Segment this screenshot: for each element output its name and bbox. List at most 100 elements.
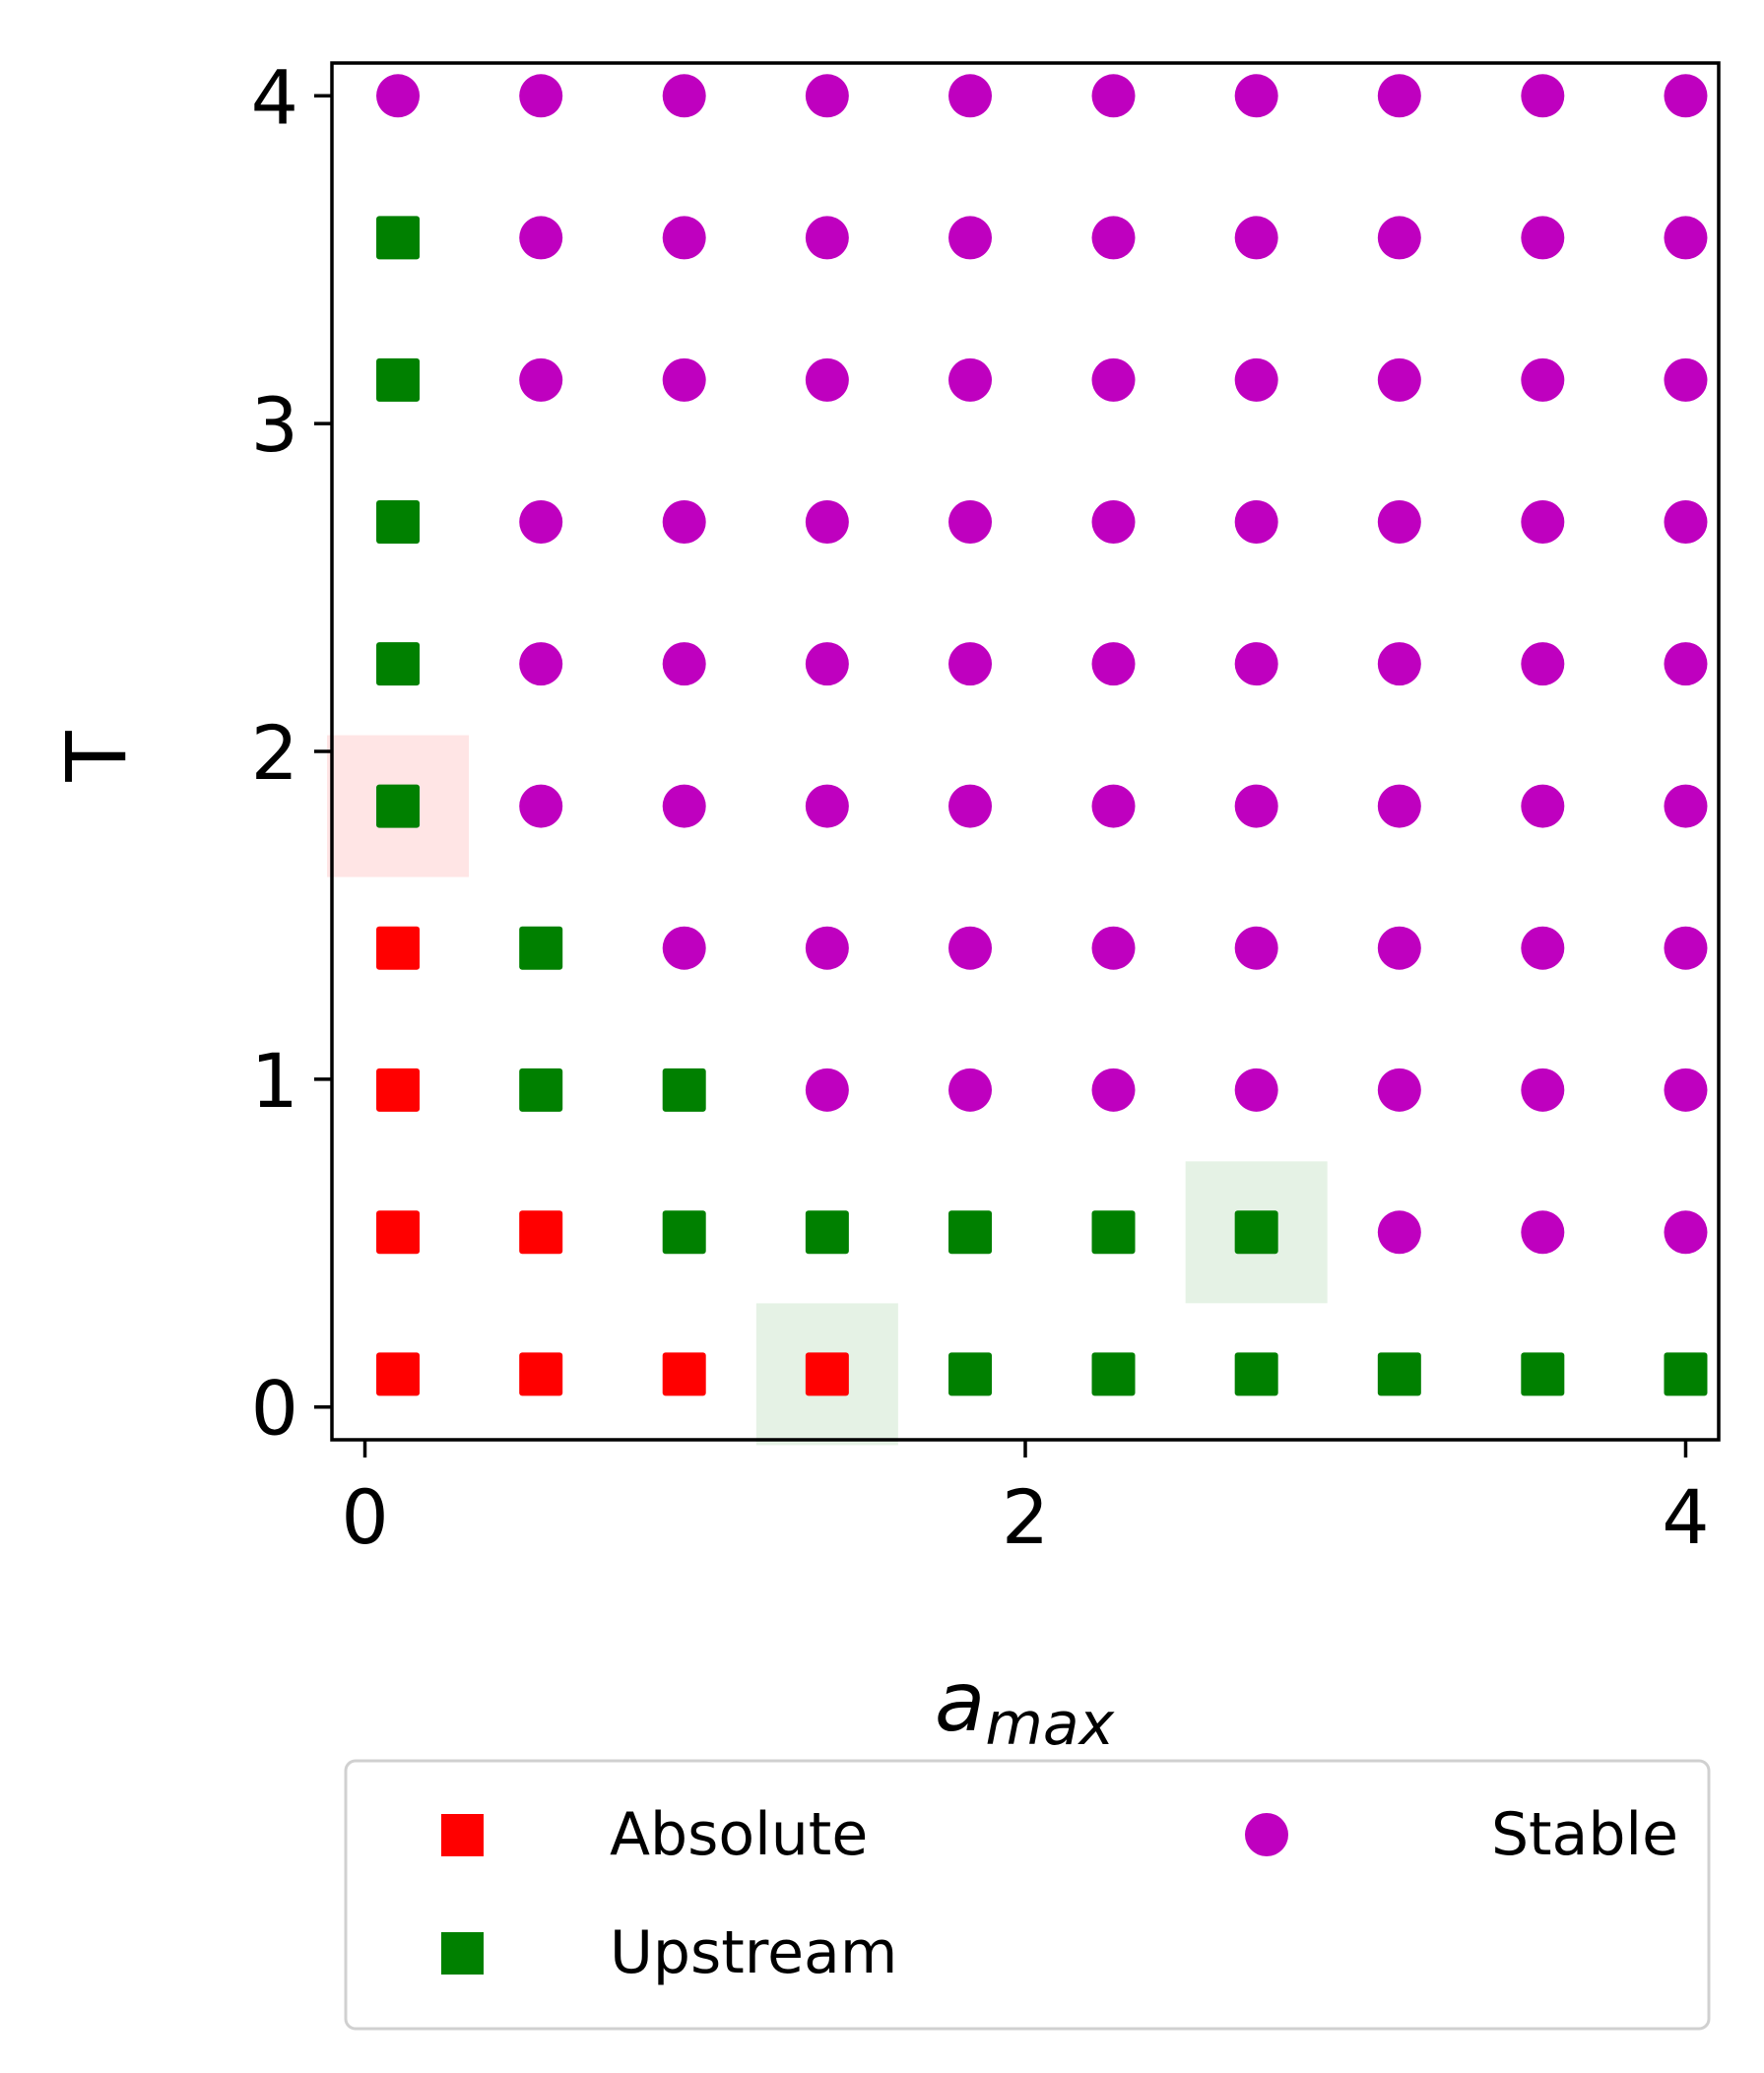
data-point-stable (1234, 926, 1278, 970)
data-point-stable (519, 500, 563, 544)
data-point-stable (1091, 74, 1136, 118)
data-point-stable (1377, 784, 1421, 828)
data-point-absolute (376, 1352, 421, 1396)
x-axis: 0 2 4 (341, 1440, 1710, 1561)
data-point-upstream (1521, 1352, 1565, 1396)
data-point-stable (1664, 1210, 1708, 1255)
x-tick-label: 2 (1002, 1473, 1049, 1561)
data-point-stable (1377, 1210, 1421, 1255)
data-point-stable (1521, 642, 1565, 686)
data-point-upstream (805, 1210, 849, 1255)
data-point-stable (1521, 926, 1565, 970)
data-point-upstream (376, 357, 421, 402)
data-point-stable (1234, 357, 1278, 402)
data-point-stable (1521, 784, 1565, 828)
legend-marker-stable (1245, 1813, 1288, 1856)
data-point-absolute (805, 1352, 849, 1396)
x-tick-label: 0 (341, 1473, 388, 1561)
data-point-stable (948, 642, 993, 686)
y-axis-label: T (48, 731, 145, 783)
legend-label-absolute: Absolute (610, 1800, 868, 1869)
data-point-upstream (948, 1210, 993, 1255)
data-point-stable (1377, 500, 1421, 544)
y-tick-label: 2 (251, 709, 298, 797)
data-point-upstream (1377, 1352, 1421, 1396)
data-point-stable (1664, 784, 1708, 828)
data-point-stable (1234, 216, 1278, 260)
data-point-stable (805, 500, 849, 544)
data-point-stable (1377, 216, 1421, 260)
x-axis-label-subscript: max (985, 1690, 1114, 1759)
data-point-stable (805, 926, 849, 970)
y-tick-label: 1 (251, 1037, 298, 1125)
data-point-stable (1377, 1068, 1421, 1112)
data-point-stable (1091, 926, 1136, 970)
data-point-stable (805, 357, 849, 402)
data-point-stable (662, 357, 706, 402)
y-axis: 0 1 2 3 4 (251, 53, 332, 1453)
data-point-stable (662, 216, 706, 260)
data-point-stable (662, 500, 706, 544)
data-point-stable (1234, 1068, 1278, 1112)
y-tick-label: 4 (251, 53, 298, 141)
data-point-stable (948, 500, 993, 544)
data-point-stable (519, 357, 563, 402)
data-point-stable (805, 216, 849, 260)
data-point-stable (662, 642, 706, 686)
data-point-stable (1377, 926, 1421, 970)
data-point-stable (1521, 1210, 1565, 1255)
y-tick-label: 0 (251, 1365, 298, 1453)
data-point-upstream (948, 1352, 993, 1396)
data-point-stable (1664, 216, 1708, 260)
data-point-stable (376, 74, 421, 118)
data-point-stable (1091, 1068, 1136, 1112)
data-point-stable (948, 784, 993, 828)
data-point-stable (519, 642, 563, 686)
data-point-upstream (1234, 1352, 1278, 1396)
data-point-stable (948, 926, 993, 970)
data-point-absolute (376, 1210, 421, 1255)
data-point-stable (948, 357, 993, 402)
data-point-upstream (1091, 1352, 1136, 1396)
data-point-stable (1377, 74, 1421, 118)
data-point-stable (1377, 642, 1421, 686)
data-point-absolute (519, 1352, 563, 1396)
data-point-stable (1664, 642, 1708, 686)
data-point-stable (805, 642, 849, 686)
data-point-stable (1664, 357, 1708, 402)
data-point-stable (1234, 784, 1278, 828)
data-point-stable (1521, 1068, 1565, 1112)
data-point-upstream (376, 784, 421, 828)
data-point-stable (1664, 74, 1708, 118)
legend-label-stable: Stable (1491, 1800, 1678, 1869)
legend-label-upstream: Upstream (610, 1918, 897, 1987)
marks-layer (376, 74, 1708, 1396)
data-point-stable (1091, 784, 1136, 828)
data-point-absolute (376, 926, 421, 970)
data-point-stable (662, 784, 706, 828)
data-point-stable (1234, 642, 1278, 686)
data-point-stable (948, 216, 993, 260)
data-point-stable (1664, 926, 1708, 970)
data-point-stable (1521, 500, 1565, 544)
data-point-stable (1377, 357, 1421, 402)
x-axis-label: amax (935, 1653, 1115, 1759)
data-point-stable (948, 74, 993, 118)
x-tick-label: 4 (1662, 1473, 1709, 1561)
data-point-absolute (662, 1352, 706, 1396)
data-point-stable (662, 74, 706, 118)
data-point-stable (1234, 500, 1278, 544)
data-point-stable (805, 784, 849, 828)
data-point-stable (805, 74, 849, 118)
data-point-stable (948, 1068, 993, 1112)
data-point-upstream (376, 642, 421, 686)
data-point-stable (519, 784, 563, 828)
data-point-absolute (519, 1210, 563, 1255)
data-point-stable (1091, 216, 1136, 260)
data-point-stable (1521, 74, 1565, 118)
data-point-stable (1664, 1068, 1708, 1112)
data-point-upstream (1091, 1210, 1136, 1255)
data-point-stable (1091, 642, 1136, 686)
data-point-stable (1234, 74, 1278, 118)
